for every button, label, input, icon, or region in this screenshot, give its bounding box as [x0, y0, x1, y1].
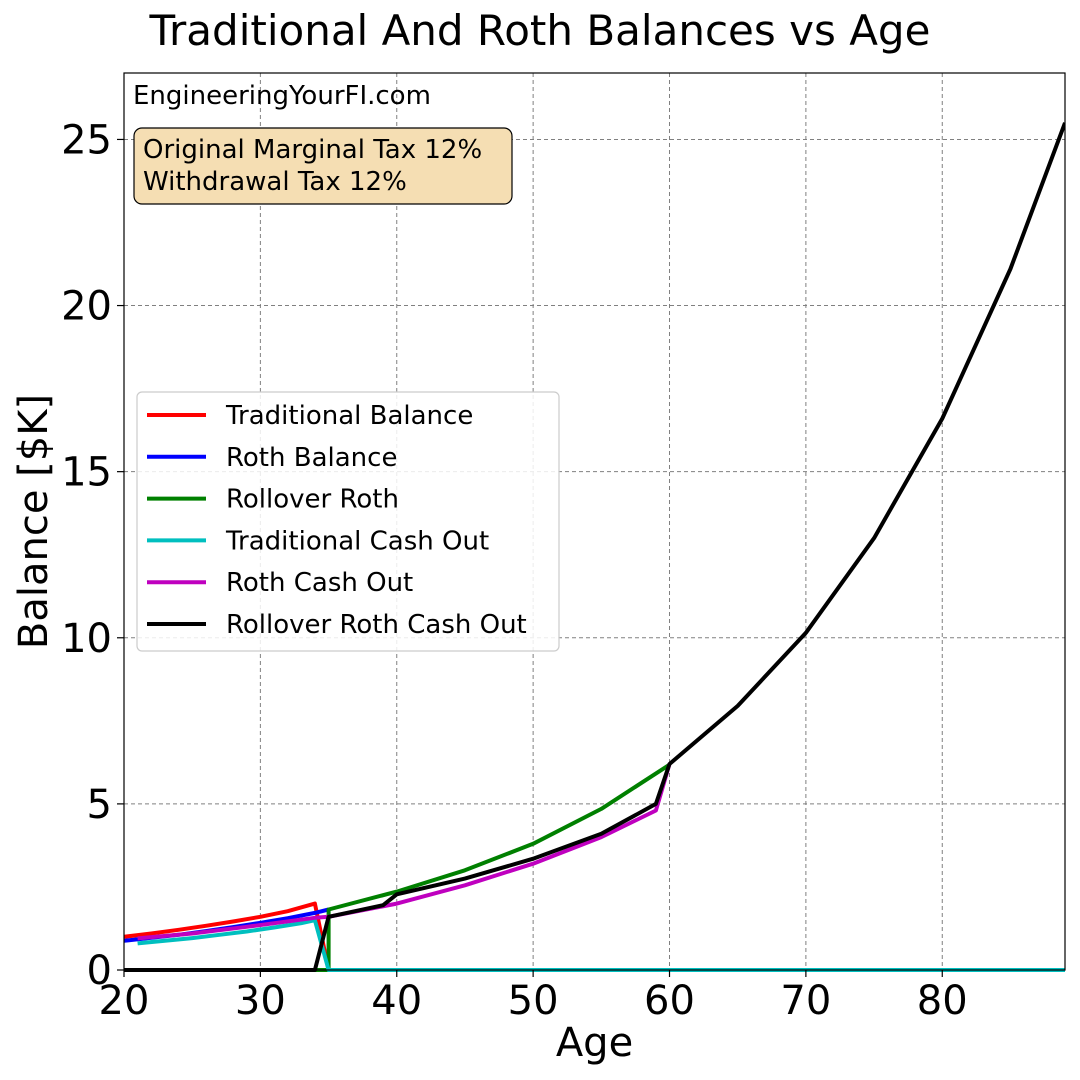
series-line-rollover-roth	[124, 763, 671, 972]
y-tick-label-20: 20	[61, 284, 112, 330]
x-tick-label-50: 50	[508, 978, 559, 1024]
y-tick-label-0: 0	[87, 948, 112, 994]
y-tick-label-15: 15	[61, 450, 112, 496]
legend-frame	[136, 391, 560, 652]
legend-label-traditional-balance: Traditional Balance	[225, 401, 473, 431]
series-line-traditional-cash-out	[137, 918, 1065, 972]
legend-label-traditional-cash-out: Traditional Cash Out	[225, 526, 489, 556]
y-tick-label-10: 10	[61, 616, 112, 662]
chart-title: Traditional And Roth Balances vs Age	[149, 6, 931, 55]
plot-frame	[123, 72, 1066, 971]
legend: Traditional Balance Roth Balance Rollover …	[136, 391, 560, 652]
x-tick-label-60: 60	[644, 978, 695, 1024]
x-tick-label-70: 70	[780, 978, 831, 1024]
series-line-traditional-balance	[124, 901, 331, 971]
annotation-line-marginal-tax: Original Marginal Tax 12%	[143, 135, 482, 165]
x-axis-label: Age	[556, 1020, 633, 1066]
legend-label-roth-cash-out: Roth Cash Out	[226, 568, 413, 598]
legend-label-rollover-roth-cash-out: Rollover Roth Cash Out	[226, 610, 527, 640]
y-tick-label-5: 5	[87, 782, 112, 828]
x-tick-label-80: 80	[917, 978, 968, 1024]
annotation-line-withdrawal-tax: Withdrawal Tax 12%	[143, 167, 407, 197]
x-tick-label-20: 20	[99, 978, 150, 1024]
series-line-roth-cash-out	[137, 763, 672, 941]
x-tick-label-40: 40	[371, 978, 422, 1024]
series-lines	[124, 122, 1065, 972]
legend-label-roth-balance: Roth Balance	[226, 443, 397, 473]
x-axis-ticks: 20 30 40 50 60 70 80	[99, 970, 968, 1024]
tax-annotation-box: Original Marginal Tax 12% Withdrawal Tax…	[133, 127, 513, 205]
y-axis-ticks: 0 5 10 15 20 25	[61, 117, 124, 994]
y-tick-label-25: 25	[61, 117, 112, 163]
watermark-text: EngineeringYourFI.com	[133, 81, 431, 111]
y-axis-label: Balance [$K]	[11, 394, 57, 649]
annotation-background	[133, 127, 513, 205]
series-line-rollover-roth-cash-out	[124, 122, 1065, 972]
x-tick-label-30: 30	[235, 978, 286, 1024]
legend-label-rollover-roth: Rollover Roth	[226, 485, 399, 515]
